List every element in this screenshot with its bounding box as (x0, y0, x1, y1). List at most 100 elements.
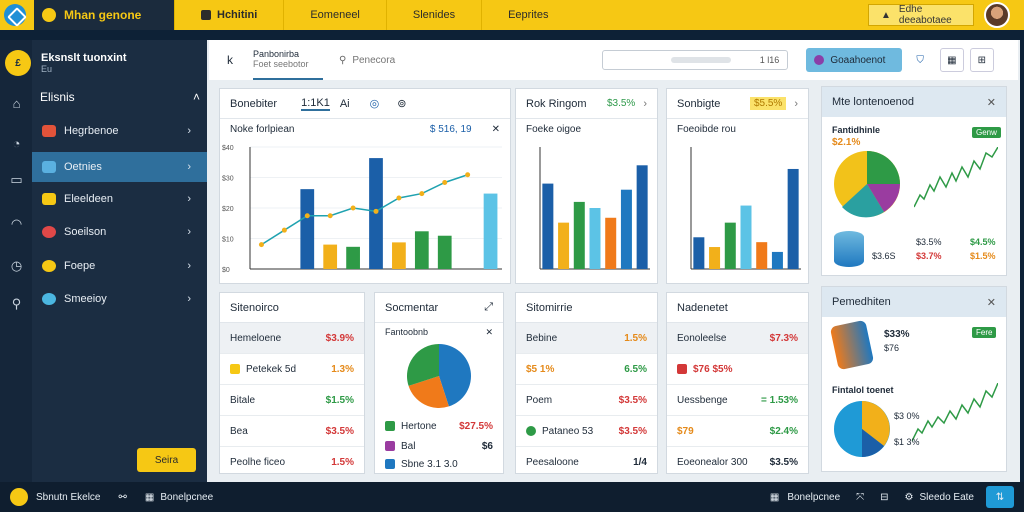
table-row[interactable]: Eoeonealor 300 $3.5% (677, 457, 798, 468)
record-icon (42, 226, 56, 238)
grid-icon[interactable]: ▦ (769, 491, 780, 503)
line-point (465, 172, 471, 178)
primary-action-button[interactable]: Goaahoenot (806, 48, 903, 72)
bar (437, 235, 452, 269)
sidebar-section[interactable]: Elisnis ˄ (40, 90, 200, 104)
table-row[interactable]: Peolhe ficeo 1.5% (230, 457, 354, 468)
range-slider[interactable]: 1 l16 (602, 50, 789, 70)
bar-chart-2 (539, 147, 650, 270)
table-row[interactable]: Eonoleelse $7.3% (667, 323, 808, 354)
chevron-right-icon: › (187, 260, 191, 272)
sidebar-item-2[interactable]: Oetnies › (32, 152, 207, 182)
clock-icon[interactable]: ◷ (10, 258, 23, 273)
table-row[interactable]: Bitale $1.5% (220, 385, 364, 416)
grid-icon[interactable]: ▦ (144, 491, 155, 503)
main-area: k Panbonirba Foet seebotor ⚲ 1 l16 Goaah… (207, 40, 1020, 482)
bar (542, 183, 554, 269)
close-icon[interactable]: ✕ (491, 123, 500, 135)
sidebar-header: £ Eksnslt tuonxint Eu (5, 46, 205, 80)
grid-view-button[interactable]: ▦ (939, 48, 964, 72)
card-header: Bonebiter 1:1K1 Ai ◎ ⊚ (220, 89, 510, 119)
line-point (350, 205, 356, 211)
expand-icon[interactable]: ⤧ (856, 491, 865, 503)
apps-button[interactable]: ⊞ (969, 48, 994, 72)
table-card-3: Sitomirrie Bebine 1.5% $5 1% 6.5% Poem $3.5… (515, 292, 658, 474)
pie-slice (439, 344, 471, 407)
top-tab-2[interactable]: Eomeneel (283, 0, 386, 30)
pie-slice (407, 344, 439, 386)
table-row[interactable]: Bea $3.5% (220, 416, 364, 447)
settings-icon[interactable]: ⚙ (904, 491, 914, 503)
top-tab-4[interactable]: Eeprites (481, 0, 574, 30)
search-input[interactable] (352, 54, 473, 66)
workspace-icon: £ (5, 50, 31, 76)
bell-outline-icon[interactable]: ◔ (12, 136, 21, 151)
sidebar-action-button[interactable]: Seira (137, 448, 196, 472)
table-row[interactable]: $79 $2.4% (667, 416, 808, 447)
back-button[interactable]: k (227, 53, 233, 67)
table-row[interactable]: Peesaloone 1/4 (526, 457, 647, 468)
sidebar-item-1[interactable]: Hegrbenoe › (32, 116, 207, 146)
donut-chart-small (834, 151, 900, 218)
bar (724, 222, 736, 269)
shield-icon[interactable]: ◠ (10, 216, 23, 231)
sidebar-item-5[interactable]: Foepe › (32, 251, 207, 281)
avatar[interactable] (984, 2, 1010, 28)
table-row[interactable]: Uessbenge = 1.53% (667, 385, 808, 416)
bar (709, 247, 721, 269)
pie-slice (408, 376, 449, 408)
sparkline-chart (914, 147, 998, 208)
chevron-up-icon: ˄ (192, 90, 200, 104)
home-icon[interactable]: ⌂ (12, 96, 21, 111)
settings-icon[interactable]: ⊚ (397, 98, 407, 110)
shield-icon[interactable]: ⛉ (916, 54, 924, 66)
link-icon[interactable]: ⚯ (118, 491, 127, 503)
tag-icon (230, 364, 240, 374)
bar (300, 189, 315, 269)
trend-line (261, 174, 468, 246)
top-tab-3[interactable]: Slenides (385, 0, 481, 30)
table-row[interactable]: Hemeloene $3.9% (220, 323, 364, 354)
bar (346, 246, 360, 269)
side-panel-1: Mte lontenoenod ✕ Fantidhinle $2.1% Genw … (821, 86, 1007, 276)
table-row[interactable]: $5 1% 6.5% (516, 354, 657, 385)
briefcase-icon[interactable]: ▭ (10, 172, 23, 187)
close-icon[interactable]: ✕ (986, 96, 996, 109)
close-icon[interactable]: ✕ (986, 296, 996, 309)
sidebar-item-3[interactable]: Eleeldeen › (32, 184, 207, 214)
table-row[interactable]: Bal $6 (375, 437, 503, 455)
bar (558, 222, 570, 269)
top-tab-1[interactable]: Hchitini (174, 0, 283, 30)
pie-chart-small (834, 401, 890, 457)
sync-button[interactable]: ⇅ (986, 486, 1014, 508)
table-row[interactable]: Petekek 5d 1.3% (220, 354, 364, 385)
table-row[interactable]: $76 $5% (667, 354, 808, 385)
icon-rail: ⌂ ◔ ▭ ◠ ◷ ⚲ (0, 40, 32, 482)
bar (414, 231, 429, 269)
app-logo-icon[interactable] (0, 0, 30, 30)
bar-line-chart: $40 $30 $20 $10 $0 (222, 145, 502, 274)
refresh-icon[interactable]: ◎ (369, 98, 380, 110)
table-row[interactable]: Poem $3.5% (516, 385, 657, 416)
table-row[interactable]: Bebine 1.5% (516, 323, 657, 354)
search-icon[interactable]: ⚲ (11, 296, 22, 311)
table-row[interactable]: Pataneo 53 $3.5% (516, 416, 657, 447)
chart-tab[interactable]: 1:1K1 (301, 96, 330, 111)
sidebar-item-4[interactable]: Soeilson › (32, 217, 207, 247)
bar (620, 189, 632, 269)
table-card-4: Nadenetet Eonoleelse $7.3% $76 $5% Uessbe… (666, 292, 809, 474)
toolbar-tab[interactable]: Panbonirba Foet seebotor (253, 40, 323, 80)
y-tick-label: $30 (222, 176, 234, 183)
action-icon (814, 55, 825, 65)
user-icon[interactable] (10, 488, 28, 506)
bar (787, 168, 799, 269)
table-row[interactable]: Sbne 3.1 3.0 (375, 455, 503, 473)
expand-icon[interactable]: ⤢ (484, 301, 493, 313)
notification-button[interactable]: ▲ Edhe deeabotaee (868, 4, 974, 26)
y-tick-label: $20 (222, 206, 234, 213)
line-point (442, 179, 448, 185)
sidebar-item-6[interactable]: Smeeioy › (32, 284, 207, 314)
share-icon[interactable]: ⊟ (880, 491, 889, 503)
close-icon[interactable]: ✕ (485, 327, 493, 337)
table-row[interactable]: Hertone $27.5% (375, 415, 503, 437)
